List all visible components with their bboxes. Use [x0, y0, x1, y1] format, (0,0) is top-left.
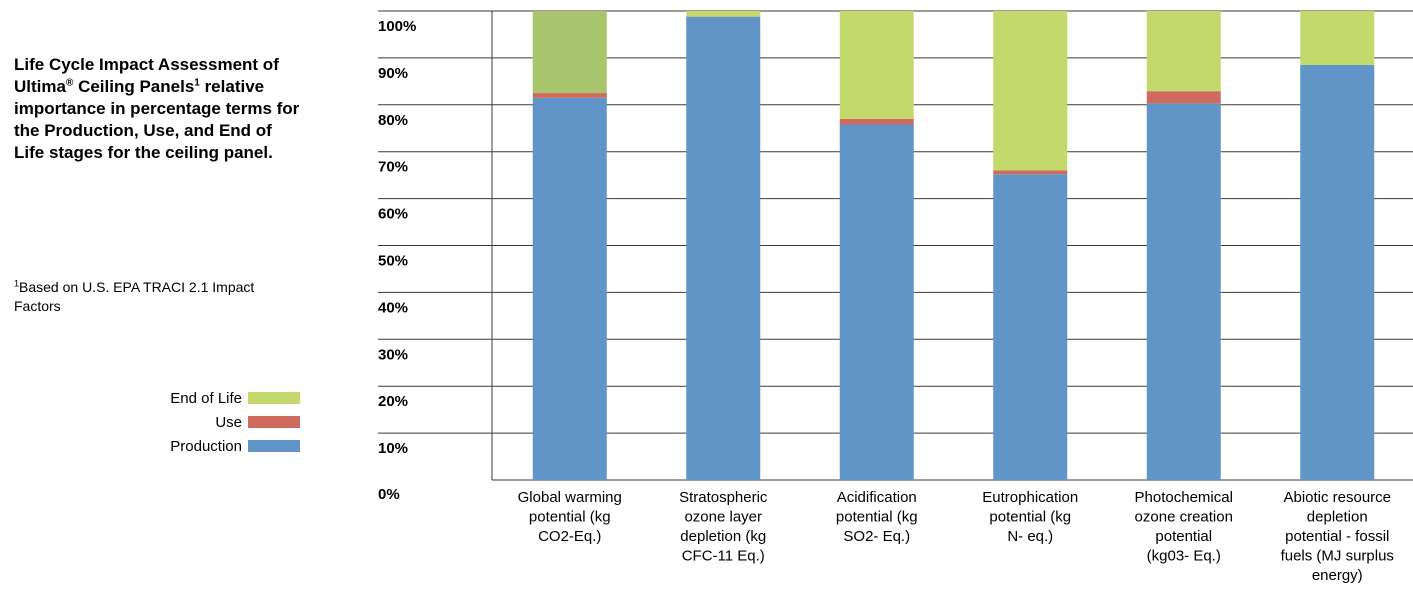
x-category-label-line: Abiotic resource: [1283, 489, 1391, 506]
x-category-label-line: Global warming: [518, 489, 622, 506]
x-category-label-line: potential: [1155, 528, 1212, 545]
bar-use: [993, 170, 1068, 175]
x-category-label-line: N- eq.): [1007, 528, 1053, 545]
bar-production: [839, 124, 914, 481]
y-tick-label: 10%: [378, 440, 408, 457]
x-category-label-line: ozone creation: [1135, 509, 1233, 526]
legend-item-end-of-life: End of Life: [100, 386, 300, 410]
x-category-label: Abiotic resource depletion potential - fos…: [1281, 489, 1394, 584]
x-category-label-line: SO2- Eq.): [843, 528, 910, 545]
bar-production: [993, 174, 1068, 480]
legend-label: End of Life: [170, 389, 242, 407]
y-tick-label: 60%: [378, 206, 408, 223]
x-category-label-line: Photochemical: [1135, 489, 1233, 506]
bar-production: [1146, 103, 1221, 480]
x-category-label-line: depletion: [1307, 509, 1368, 526]
x-category-label-line: Eutrophication: [982, 489, 1078, 506]
x-category-label-line: Stratospheric: [679, 489, 768, 506]
y-tick-label: 30%: [378, 346, 408, 363]
bar-end-of-life: [1146, 11, 1221, 92]
footnote-text: Based on U.S. EPA TRACI 2.1 Impact Facto…: [14, 279, 255, 314]
x-category-label-line: CO2-Eq.): [538, 528, 601, 545]
x-category-label-line: (kg03- Eq.): [1147, 548, 1221, 565]
legend-label: Production: [170, 437, 242, 455]
footnote: 1Based on U.S. EPA TRACI 2.1 Impact Fact…: [14, 278, 304, 316]
y-tick-label: 100%: [378, 18, 416, 35]
legend-swatch: [248, 392, 300, 404]
legend-swatch: [248, 440, 300, 452]
y-tick-label: 70%: [378, 159, 408, 176]
footnote-mark: 1: [14, 278, 20, 289]
x-category-label: Photochemical ozone creation potential (kg0…: [1135, 489, 1233, 565]
bar-production: [1300, 64, 1375, 480]
bar-production: [532, 97, 607, 480]
bar-production: [686, 16, 761, 481]
legend: End of Life Use Production: [100, 386, 300, 458]
legend-swatch: [248, 416, 300, 428]
x-category-label: Stratospheric ozone layer depletion (kg CFC…: [679, 489, 768, 565]
x-category-label-line: energy): [1312, 567, 1363, 584]
chart-description: Life Cycle Impact Assessment of Ultima® …: [14, 54, 304, 164]
x-category-label: Eutrophication potential (kg N- eq.): [982, 489, 1078, 545]
y-tick-label: 90%: [378, 65, 408, 82]
legend-item-use: Use: [100, 410, 300, 434]
y-tick-label: 20%: [378, 393, 408, 410]
x-category-label: Global warming potential (kg CO2-Eq.): [518, 489, 622, 545]
y-tick-label: 50%: [378, 253, 408, 270]
x-category-label: Acidification potential (kg SO2- Eq.): [836, 489, 918, 545]
x-category-label-line: potential (kg: [989, 509, 1071, 526]
y-tick-label: 40%: [378, 299, 408, 316]
x-category-label-line: ozone layer: [684, 509, 762, 526]
registered-mark: ®: [65, 77, 74, 89]
bar-end-of-life: [1300, 11, 1375, 65]
y-tick-label: 80%: [378, 112, 408, 129]
bar-end-of-life: [686, 11, 761, 17]
description-text-3: relative importance in percentage terms …: [14, 77, 300, 162]
legend-item-production: Production: [100, 434, 300, 458]
x-category-label-line: potential (kg: [529, 509, 611, 526]
x-category-label-line: depletion (kg: [680, 528, 766, 545]
bar-end-of-life: [532, 11, 607, 94]
x-category-label-line: potential (kg: [836, 509, 918, 526]
description-text-1: Life Cycle Impact Assessment of Ultima: [14, 55, 279, 96]
footnote-reference: 1: [194, 77, 200, 89]
y-tick-label: 0%: [378, 486, 400, 503]
description-text-2: Ceiling Panels: [73, 77, 195, 96]
legend-label: Use: [215, 413, 242, 431]
bar-end-of-life: [993, 11, 1068, 171]
x-category-label-line: fuels (MJ surplus: [1281, 548, 1394, 565]
bar-use: [532, 93, 607, 98]
bar-end-of-life: [839, 11, 914, 119]
x-category-label-line: potential - fossil: [1285, 528, 1389, 545]
bar-use: [839, 118, 914, 125]
x-category-label-line: Acidification: [837, 489, 917, 506]
bar-use: [1146, 91, 1221, 104]
x-category-label-line: CFC-11 Eq.): [682, 548, 765, 565]
